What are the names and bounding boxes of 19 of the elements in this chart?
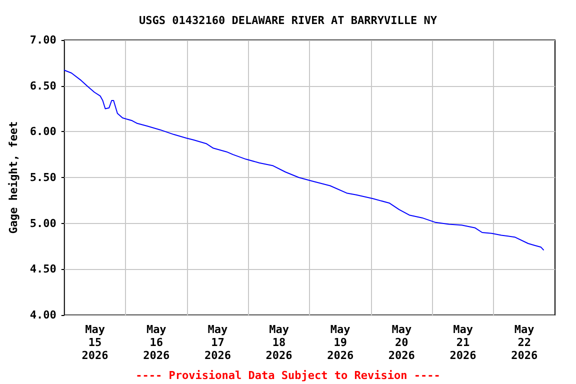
y-tick-label: 5.50 <box>30 171 56 184</box>
y-tick-label: 7.00 <box>30 34 56 46</box>
x-tick-label: May 20 2026 <box>388 323 416 362</box>
y-tick-label: 6.50 <box>30 79 56 92</box>
line-series <box>64 70 544 250</box>
x-tick-label: May 19 2026 <box>327 323 354 362</box>
y-tick-label: 4.50 <box>30 262 56 276</box>
x-tick-label: May 18 2026 <box>266 323 293 362</box>
y-tick-label: 4.00 <box>30 308 56 322</box>
y-tick-label: 5.00 <box>30 216 56 230</box>
x-tick-label: May 21 2026 <box>450 323 477 362</box>
x-tick-label: May 22 2026 <box>511 323 538 362</box>
y-axis-title: Gage height, feet <box>7 121 20 234</box>
y-tick-label: 6.00 <box>30 125 56 138</box>
x-tick-label: May 15 2026 <box>82 323 109 362</box>
chart-title: USGS 01432160 DELAWARE RIVER AT BARRYVILLE NY <box>138 14 438 27</box>
text: ---- Provisional Data Subject to Revision ---- <box>136 369 440 382</box>
x-tick-label: May 17 2026 <box>204 323 232 362</box>
x-tick-label: May 16 2026 <box>143 323 170 362</box>
